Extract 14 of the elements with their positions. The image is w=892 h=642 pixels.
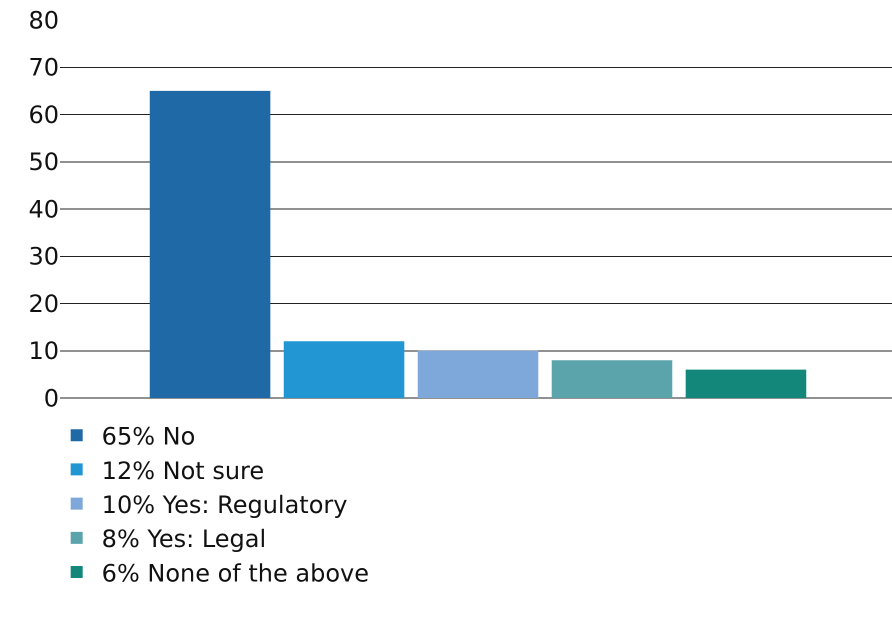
- y-tick-label: 80: [28, 6, 59, 34]
- y-tick-label: 10: [28, 337, 59, 366]
- y-tick-label: 0: [44, 384, 59, 412]
- legend-label: 12% Not sure: [102, 456, 264, 485]
- y-tick-label: 20: [28, 290, 59, 318]
- legend-label: 6% None of the above: [102, 559, 370, 588]
- legend-label: 8% Yes: Legal: [102, 525, 266, 554]
- y-tick-label: 40: [28, 195, 59, 224]
- y-tick-label: 30: [28, 242, 59, 271]
- y-tick-label: 50: [28, 148, 59, 176]
- legend-label: 65% No: [102, 422, 196, 451]
- legend-label: 10% Yes: Regulatory: [102, 490, 348, 519]
- y-tick-label: 70: [28, 54, 59, 82]
- y-tick-label: 60: [28, 100, 59, 129]
